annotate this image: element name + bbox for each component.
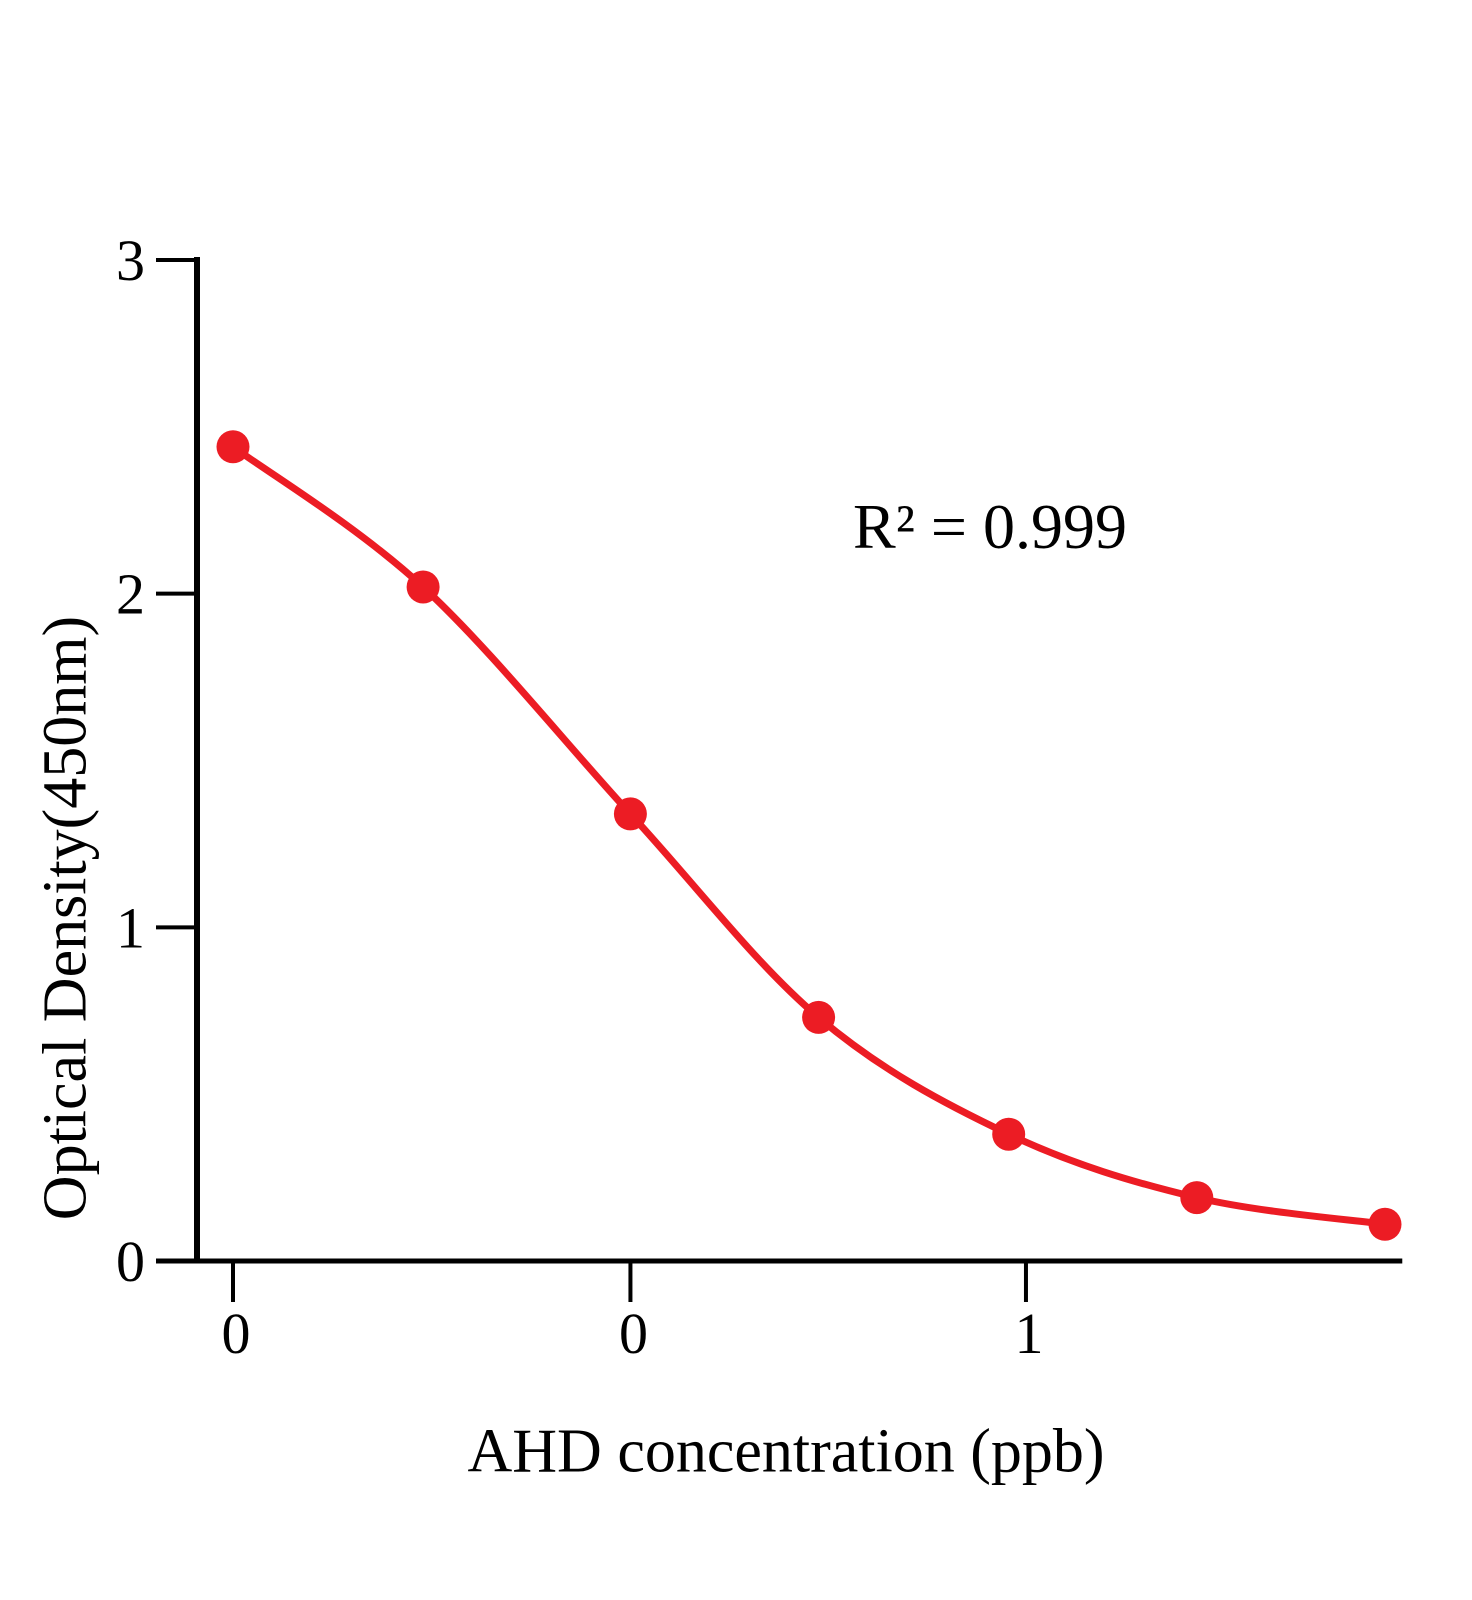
data-point [216,430,250,464]
data-point [613,797,647,831]
data-point [1180,1181,1214,1215]
x-axis-title: AHD concentration (ppb) [467,1417,1105,1486]
y-tick-label: 2 [116,562,145,627]
data-point [802,1000,836,1034]
data-point [406,570,440,604]
y-tick-label: 1 [116,895,145,960]
x-tick-label: 1 [1014,1301,1043,1366]
x-tick-label: 0 [619,1301,648,1366]
fit-curve [229,443,1389,1228]
data-point [1368,1207,1402,1241]
r-squared-annotation: R² = 0.999 [853,491,1127,562]
x-tick-label: 0 [222,1301,251,1366]
y-tick-label: 0 [116,1229,145,1294]
y-axis-title: Optical Density(450nm) [31,615,100,1221]
y-tick-label: 3 [116,228,145,293]
data-point [992,1117,1026,1151]
